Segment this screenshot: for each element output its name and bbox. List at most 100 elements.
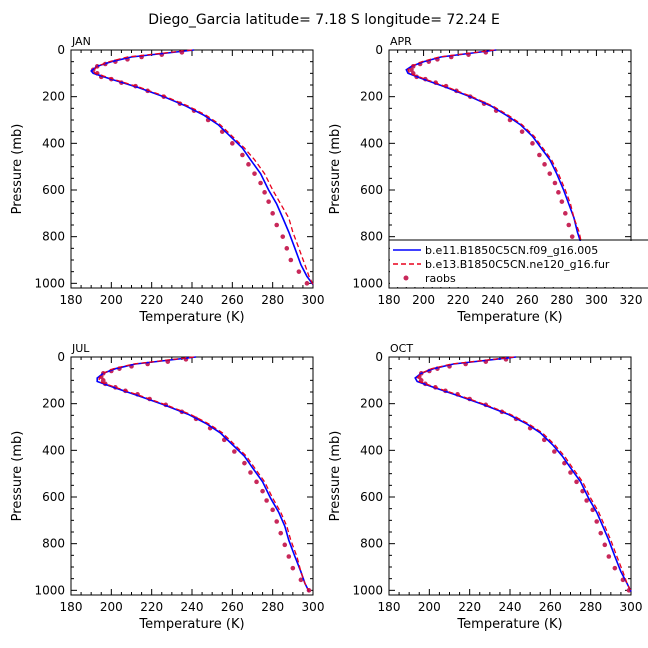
raobs-point: [612, 565, 618, 571]
x-tick-label: 200: [418, 600, 441, 614]
raobs-point: [252, 171, 257, 176]
legend-model1-label: b.e11.B1850C5CN.f09_g16.005: [425, 244, 598, 257]
y-tick-label: 0: [57, 350, 65, 364]
raobs-point: [542, 162, 547, 167]
x-tick-label: 320: [620, 293, 643, 307]
raobs-point: [100, 378, 106, 383]
x-tick-label: 280: [550, 293, 573, 307]
y-tick-label: 800: [42, 537, 65, 551]
x-tick-label: 280: [579, 600, 602, 614]
y-axis-label: Pressure (mb): [10, 431, 25, 522]
y-axis-label: Pressure (mb): [328, 124, 343, 215]
series-model2-line: [92, 49, 314, 285]
x-tick-label: 180: [378, 600, 401, 614]
raobs-point: [569, 234, 575, 239]
series-model1-line: [414, 356, 632, 592]
raobs-point: [409, 67, 414, 73]
y-tick-label: 0: [57, 43, 65, 57]
x-tick-label: 240: [181, 293, 204, 307]
raobs-point: [547, 171, 553, 176]
raobs-point: [254, 479, 259, 485]
raobs-point: [298, 577, 304, 583]
raobs-point: [284, 246, 290, 251]
x-axis-label: Temperature (K): [138, 310, 244, 325]
y-tick-label: 400: [42, 136, 65, 150]
panel-label: JAN: [71, 35, 91, 48]
raobs-point: [568, 470, 573, 475]
series-model1-line: [405, 49, 599, 285]
figure-title: Diego_Garcia latitude= 7.18 S longitude=…: [148, 12, 500, 28]
y-tick-label: 600: [360, 490, 383, 504]
raobs-point: [304, 281, 310, 286]
series-model2-line: [416, 356, 632, 592]
x-tick-label: 200: [100, 600, 123, 614]
y-tick-label: 800: [360, 537, 383, 551]
y-tick-label: 800: [42, 230, 65, 244]
raobs-point: [248, 470, 253, 475]
x-tick-label: 200: [412, 293, 435, 307]
x-tick-label: 180: [378, 293, 401, 307]
x-tick-label: 180: [60, 600, 83, 614]
x-tick-label: 280: [261, 600, 284, 614]
x-tick-label: 260: [221, 600, 244, 614]
raobs-point: [286, 554, 292, 559]
plot-frame: [70, 356, 314, 596]
raobs-point: [566, 222, 572, 228]
x-tick-label: 220: [458, 600, 481, 614]
x-tick-label: 220: [140, 600, 163, 614]
x-tick-label: 280: [261, 293, 284, 307]
y-tick-label: 600: [360, 183, 383, 197]
legend: b.e11.B1850C5CN.f09_g16.005b.e13.B1850C5…: [389, 239, 648, 289]
raobs-point: [266, 199, 271, 204]
y-tick-label: 800: [360, 230, 383, 244]
raobs-point: [537, 152, 542, 158]
legend-background: [390, 241, 648, 287]
x-axis-label: Temperature (K): [456, 617, 562, 632]
panel-label: APR: [390, 35, 412, 48]
raobs-point: [242, 460, 247, 466]
panel-jul: JUL 180 200 220 240 260 280 300 0 200 400 600 800 100…: [10, 342, 324, 632]
raobs-point: [246, 162, 251, 167]
y-tick-label: 200: [42, 90, 65, 104]
panel-oct: OCT 180 200 220 240 260 280 300 0 200 400 600 800 100…: [328, 342, 642, 632]
raobs-point: [230, 141, 235, 146]
y-axis-label: Pressure (mb): [10, 124, 25, 215]
x-tick-label: 260: [221, 293, 244, 307]
raobs-point: [552, 180, 558, 186]
raobs-point: [240, 152, 245, 158]
raobs-point: [264, 498, 269, 503]
raobs-point: [594, 519, 600, 524]
panel-apr: APR 180 200 220 240 260 280 300 320 0 200 400 600 800…: [328, 35, 648, 325]
plot-frame: [70, 49, 314, 289]
legend-raobs-marker: [403, 275, 409, 281]
y-tick-label: 400: [42, 443, 65, 457]
x-tick-label: 220: [140, 293, 163, 307]
x-tick-label: 300: [620, 600, 643, 614]
x-tick-label: 260: [539, 600, 562, 614]
raobs-point: [556, 190, 561, 195]
x-axis-label: Temperature (K): [138, 617, 244, 632]
raobs-point: [606, 554, 612, 559]
y-tick-label: 400: [360, 136, 383, 150]
y-tick-label: 0: [375, 43, 383, 57]
y-tick-label: 1000: [34, 276, 65, 290]
raobs-point: [563, 211, 568, 216]
y-tick-label: 200: [360, 397, 383, 411]
x-axis-label: Temperature (K): [456, 310, 562, 325]
panel-jan: JAN 180 200 220 240 260 280 300 0 200 400 600 800 100…: [10, 35, 324, 325]
y-tick-label: 1000: [34, 583, 65, 597]
raobs-point: [559, 199, 565, 204]
raobs-point: [598, 530, 604, 536]
legend-raobs-label: raobs: [425, 272, 456, 285]
y-tick-label: 1000: [352, 583, 383, 597]
y-tick-label: 200: [42, 397, 65, 411]
series-model2-line: [98, 356, 310, 592]
y-tick-label: 200: [360, 90, 383, 104]
raobs-point: [530, 141, 535, 146]
x-tick-label: 240: [181, 600, 204, 614]
series-model1-line: [90, 49, 314, 285]
series-model1-line: [96, 356, 310, 592]
raobs-point: [574, 479, 579, 485]
y-tick-label: 0: [375, 350, 383, 364]
